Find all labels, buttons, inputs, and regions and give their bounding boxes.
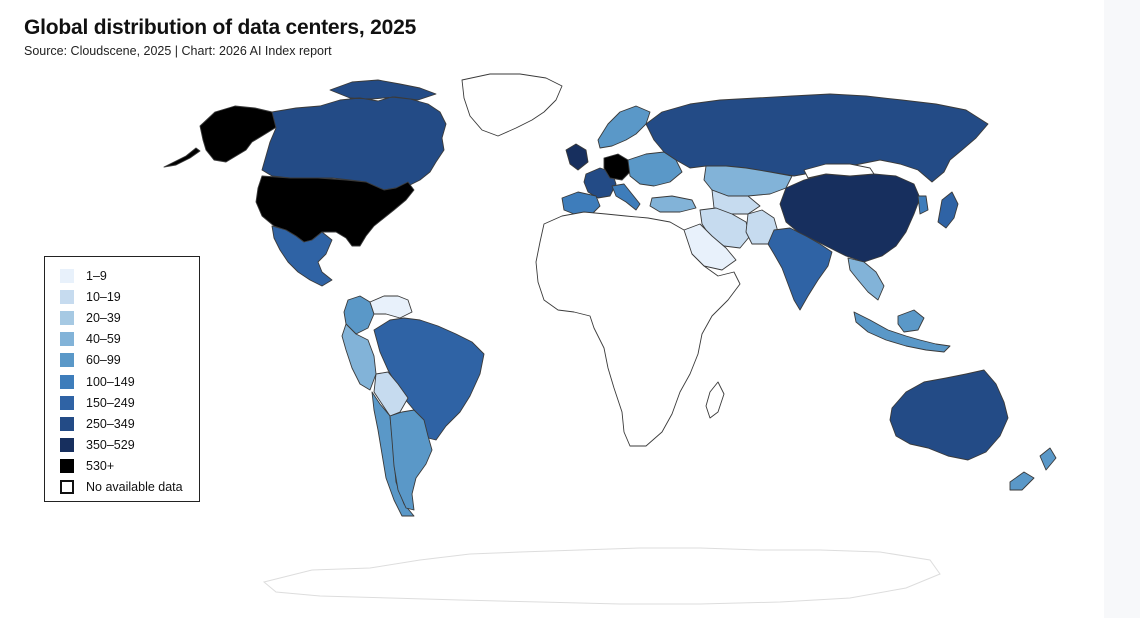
region-venezuela (369, 295, 413, 319)
right-edge-strip (1104, 0, 1140, 618)
legend-item: No available data (60, 477, 199, 498)
legend-item: 530+ (60, 456, 199, 477)
map-legend: 1–9 10–19 20–39 40–59 60–99 100–149 150–… (44, 256, 200, 502)
legend-swatch (60, 268, 74, 283)
legend-swatch (60, 374, 74, 389)
legend-item: 60–99 (60, 350, 199, 371)
legend-label: 350–529 (86, 438, 135, 453)
legend-swatch (60, 353, 74, 368)
region-germany (603, 153, 631, 181)
legend-item: 10–19 (60, 286, 199, 307)
legend-label: 150–249 (86, 395, 135, 410)
legend-swatch (60, 480, 74, 495)
legend-swatch (60, 289, 74, 304)
region-argentina (389, 409, 433, 511)
legend-swatch (60, 438, 74, 453)
legend-swatch (60, 395, 74, 410)
region-southeast-asia (847, 257, 885, 301)
legend-item: 1–9 (60, 265, 199, 286)
region-kazakhstan (703, 165, 793, 197)
region-turkey (649, 195, 697, 213)
legend-swatch (60, 332, 74, 347)
map-title: Global distribution of data centers, 202… (24, 16, 417, 39)
region-australia (889, 369, 1009, 461)
legend-label: No available data (86, 480, 183, 495)
legend-label: 250–349 (86, 416, 135, 431)
region-indonesia (853, 309, 951, 353)
legend-swatch (60, 416, 74, 431)
legend-label: 20–39 (86, 310, 121, 325)
region-united-kingdom (565, 143, 589, 171)
legend-label: 530+ (86, 459, 115, 474)
region-mexico (271, 225, 333, 287)
legend-item: 350–529 (60, 435, 199, 456)
legend-item: 250–349 (60, 413, 199, 434)
region-korea (917, 195, 929, 215)
legend-item: 150–249 (60, 392, 199, 413)
map-subtitle: Source: Cloudscene, 2025 | Chart: 2026 A… (24, 44, 332, 58)
region-italy (611, 183, 641, 211)
legend-item: 100–149 (60, 371, 199, 392)
region-alaska (163, 105, 283, 168)
legend-label: 100–149 (86, 374, 135, 389)
region-scandinavia (597, 105, 651, 149)
region-antarctica (262, 547, 941, 605)
legend-label: 1–9 (86, 268, 107, 283)
legend-item: 20–39 (60, 307, 199, 328)
region-peru (341, 323, 377, 391)
region-colombia (343, 295, 375, 335)
legend-swatch (60, 459, 74, 474)
legend-label: 60–99 (86, 353, 121, 368)
region-africa (535, 211, 741, 447)
region-greenland (461, 73, 563, 137)
region-mongolia (803, 163, 875, 179)
region-spain (561, 191, 601, 215)
region-madagascar (705, 381, 725, 419)
legend-label: 40–59 (86, 332, 121, 347)
region-bolivia (373, 371, 409, 417)
region-canada (261, 79, 447, 191)
legend-label: 10–19 (86, 289, 121, 304)
legend-item: 40–59 (60, 329, 199, 350)
region-new-zealand (1009, 447, 1057, 491)
legend-swatch (60, 310, 74, 325)
region-eastern-europe (627, 151, 683, 187)
region-japan (937, 191, 959, 229)
